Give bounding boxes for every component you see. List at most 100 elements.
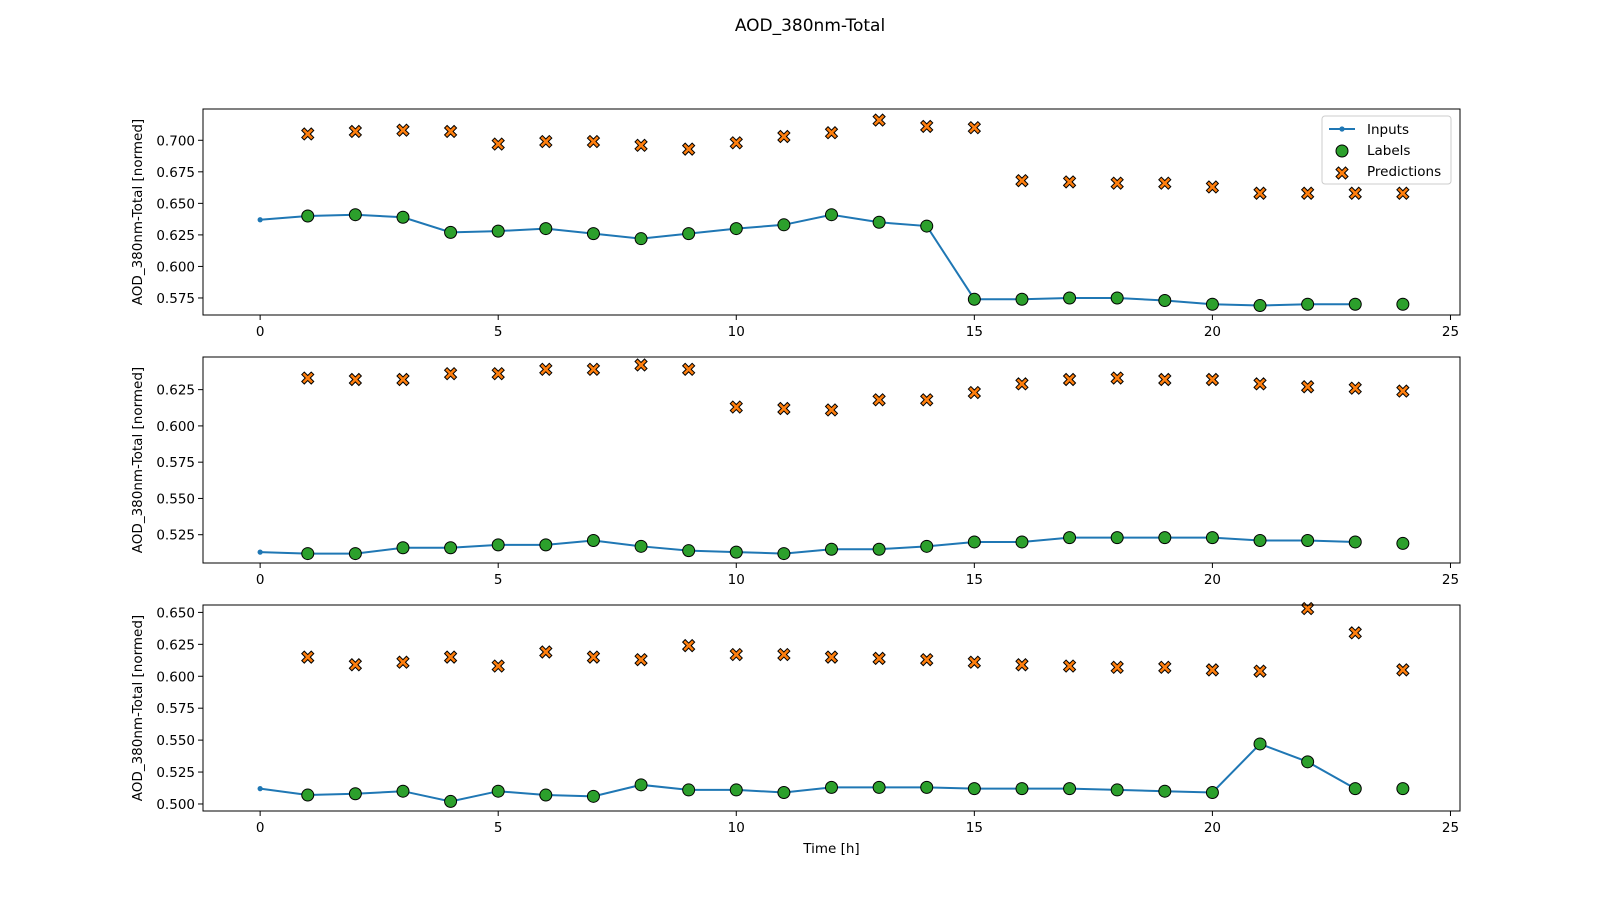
- predictions-point: [1300, 380, 1315, 394]
- labels-point: [729, 545, 743, 559]
- labels-point: [444, 794, 458, 808]
- labels-point: [634, 539, 648, 553]
- predictions-point: [634, 652, 648, 667]
- labels-point: [1110, 531, 1124, 545]
- predictions-point: [1300, 186, 1315, 200]
- predictions-point: [920, 393, 934, 407]
- labels-point: [777, 547, 791, 561]
- predictions-point: [491, 137, 505, 151]
- x-tick-label: 20: [1204, 324, 1221, 340]
- labels-point: [1063, 531, 1077, 545]
- y-tick-label: 0.625: [156, 228, 195, 244]
- y-tick-label: 0.625: [156, 637, 195, 653]
- predictions-point: [634, 138, 648, 153]
- predictions-point: [634, 358, 648, 372]
- labels-point: [301, 788, 315, 802]
- predictions-point: [1110, 176, 1124, 190]
- labels-point: [1253, 299, 1267, 313]
- predictions-point: [539, 362, 553, 377]
- predictions-point: [348, 658, 363, 672]
- predictions-point: [1205, 663, 1220, 677]
- labels-point: [1015, 782, 1029, 796]
- y-tick-label: 0.650: [156, 196, 195, 212]
- predictions-point: [729, 647, 743, 662]
- predictions-point: [586, 134, 601, 149]
- labels-point: [1348, 535, 1362, 549]
- labels-point: [396, 210, 410, 224]
- y-axis-label: AOD_380nm-Total [normed]: [130, 119, 146, 305]
- predictions-point: [967, 655, 982, 669]
- labels-point: [1301, 755, 1315, 769]
- axes-frame: [202, 356, 1461, 564]
- predictions-point: [1110, 660, 1124, 675]
- labels-point: [301, 209, 315, 223]
- labels-point: [777, 785, 791, 799]
- y-tick-label: 0.575: [156, 455, 195, 471]
- predictions-point: [1015, 173, 1029, 188]
- labels-point: [1015, 535, 1029, 549]
- predictions-point: [443, 650, 458, 664]
- labels-point: [682, 544, 696, 558]
- predictions-point: [824, 403, 839, 417]
- y-tick-label: 0.675: [156, 165, 195, 181]
- subplots: 0.575 0.600 0.625 0.650 0.675 0.700 0 5 10 15 20 25…: [130, 108, 1461, 857]
- labels-point: [872, 215, 886, 229]
- predictions-point: [301, 650, 315, 664]
- predictions-point: [681, 638, 696, 653]
- predictions-point: [396, 123, 410, 137]
- x-tick-label: 15: [966, 324, 983, 340]
- predictions-point: [967, 385, 982, 400]
- axes-frame: [202, 108, 1461, 316]
- predictions-point: [491, 659, 505, 673]
- predictions-point: [1253, 186, 1267, 200]
- predictions-point: [1062, 659, 1077, 673]
- inputs-point: [257, 217, 263, 223]
- labels-point: [1063, 291, 1077, 305]
- predictions-point: [1348, 381, 1362, 395]
- predictions-point: [348, 124, 363, 139]
- figure-title: AOD_380nm-Total: [735, 16, 885, 36]
- predictions-point: [443, 124, 458, 139]
- predictions-point: [1396, 186, 1410, 200]
- predictions-point: [1015, 658, 1029, 672]
- predictions-point: [872, 651, 886, 666]
- labels-point: [872, 780, 886, 794]
- y-tick-label: 0.650: [156, 605, 195, 621]
- labels-point: [1158, 784, 1172, 798]
- predictions-point: [729, 136, 743, 150]
- y-axis-label: AOD_380nm-Total [normed]: [130, 367, 146, 553]
- labels-point: [491, 784, 505, 798]
- inputs-point: [257, 549, 263, 555]
- predictions-point: [1110, 371, 1124, 385]
- legend-predictions-label: Predictions: [1367, 164, 1441, 180]
- labels-point: [348, 208, 362, 222]
- inputs-line: [260, 742, 1356, 803]
- predictions-point: [1253, 377, 1267, 391]
- predictions-point: [1062, 372, 1077, 387]
- subplot-2: 0.525 0.550 0.575 0.600 0.625 0 5 10 15 20 25 AOD_3…: [130, 356, 1461, 588]
- x-tick-label: 25: [1442, 324, 1459, 340]
- labels-point: [920, 780, 934, 794]
- y-tick-label: 0.600: [156, 669, 195, 685]
- labels-point: [1110, 291, 1124, 305]
- x-tick-label: 20: [1204, 820, 1221, 836]
- y-tick-label: 0.625: [156, 383, 195, 399]
- legend-inputs-marker: [1339, 126, 1345, 132]
- labels-point: [1110, 783, 1124, 797]
- labels-point: [586, 227, 600, 241]
- predictions-point: [586, 650, 601, 664]
- predictions-point: [824, 650, 839, 664]
- predictions-point: [539, 645, 553, 659]
- legend: Inputs Labels Predictions: [1321, 115, 1452, 185]
- legend-inputs-label: Inputs: [1367, 122, 1409, 138]
- labels-point: [301, 547, 315, 561]
- predictions-point: [1348, 186, 1362, 200]
- x-tick-label: 15: [966, 572, 983, 588]
- labels-point: [1205, 785, 1219, 799]
- predictions-point: [777, 647, 791, 662]
- labels-point: [396, 541, 410, 555]
- labels-point: [872, 542, 886, 556]
- labels-point: [1396, 536, 1410, 550]
- predictions-point: [1253, 664, 1267, 678]
